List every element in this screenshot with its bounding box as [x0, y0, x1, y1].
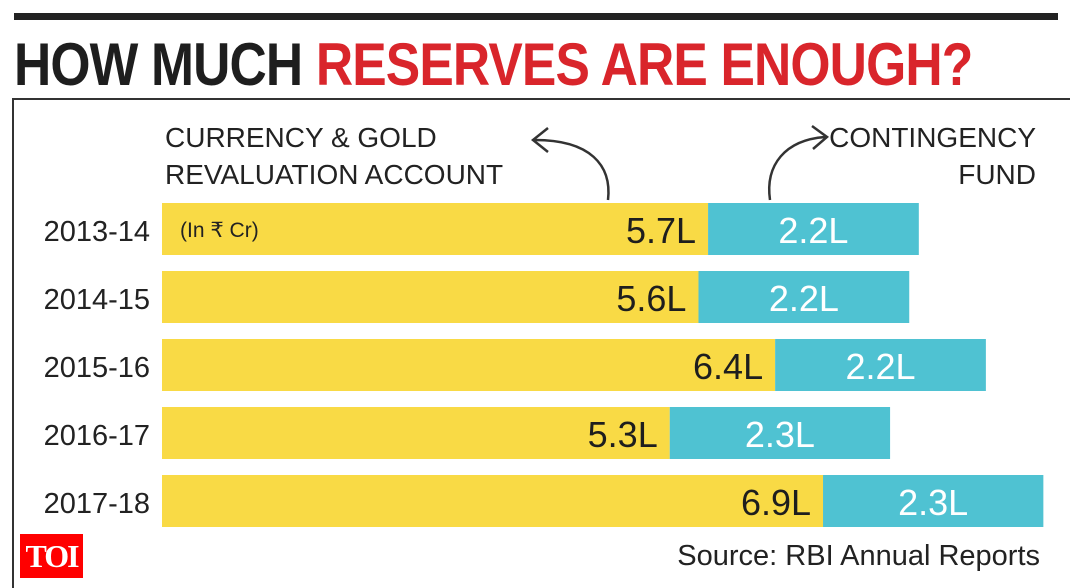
bar-revaluation-2013-14: [162, 203, 709, 255]
bar-contingency-2015-16: [775, 339, 986, 391]
data-label: 5.6L: [616, 278, 686, 319]
data-label: 6.9L: [741, 482, 811, 523]
top-rule: [14, 13, 1058, 20]
unit-note: (In ₹ Cr): [180, 219, 259, 242]
bar-contingency-2016-17: [669, 407, 891, 459]
legend-blue-line2: FUND: [958, 159, 1036, 190]
data-label: 2.2L: [769, 278, 839, 319]
category-label: 2017-18: [44, 488, 150, 520]
bar-contingency-2017-18: [823, 475, 1044, 527]
arrow-right-icon: [768, 124, 830, 201]
bar-revaluation-2015-16: [162, 339, 776, 391]
bar-contingency-2013-14: [708, 203, 919, 255]
data-label: 6.4L: [693, 346, 763, 387]
data-label: 2.3L: [898, 482, 968, 523]
data-label: 2.2L: [845, 346, 915, 387]
bar-contingency-2014-15: [698, 271, 910, 323]
arrow-left-icon: [530, 127, 610, 201]
chart-frame: [12, 98, 1070, 588]
category-label: 2016-17: [44, 420, 150, 452]
chart-title: HOW MUCH RESERVES ARE ENOUGH?: [14, 30, 973, 100]
bar-revaluation-2017-18: [162, 475, 824, 527]
legend-blue-line1: CONTINGENCY: [829, 122, 1036, 153]
bar-revaluation-2014-15: [162, 271, 699, 323]
category-label: 2015-16: [44, 352, 150, 384]
data-label: 5.3L: [588, 414, 658, 455]
legend-yellow-line1: CURRENCY & GOLD: [165, 122, 437, 153]
data-label: 5.7L: [626, 210, 696, 251]
source-note: Source: RBI Annual Reports: [677, 540, 1040, 572]
category-label: 2014-15: [44, 284, 150, 316]
toi-watermark-logo: TOI: [20, 534, 83, 578]
title-black: HOW MUCH: [14, 31, 303, 98]
legend-yellow-line2: REVALUATION ACCOUNT: [165, 159, 503, 190]
bar-revaluation-2016-17: [162, 407, 670, 459]
data-label: 2.2L: [778, 210, 848, 251]
title-red: RESERVES ARE ENOUGH?: [315, 31, 973, 98]
data-label: 2.3L: [745, 414, 815, 455]
category-label: 2013-14: [44, 216, 150, 248]
